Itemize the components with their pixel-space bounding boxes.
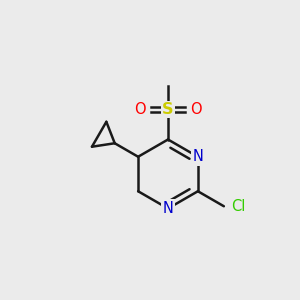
Text: N: N	[192, 149, 203, 164]
Text: O: O	[134, 102, 146, 117]
Text: N: N	[163, 201, 173, 216]
Text: S: S	[162, 102, 174, 117]
Text: Cl: Cl	[231, 199, 246, 214]
Text: O: O	[190, 102, 202, 117]
